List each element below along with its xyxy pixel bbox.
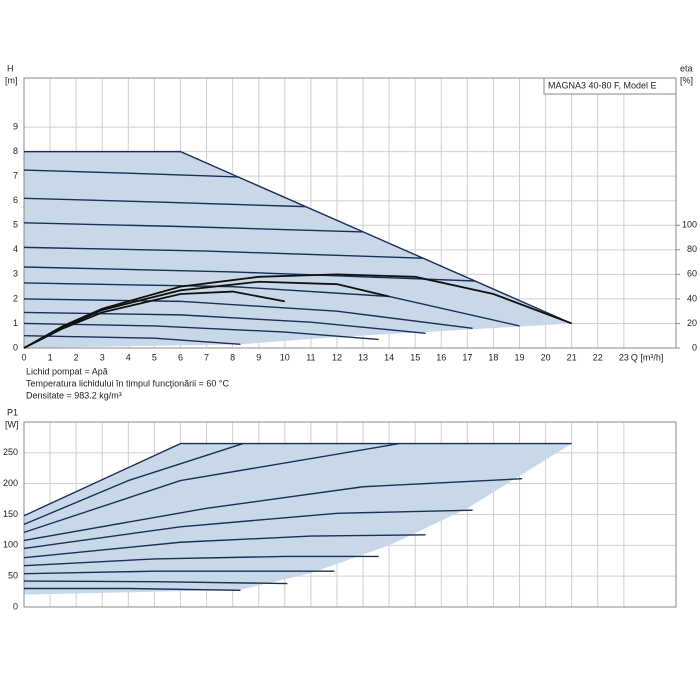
x-tick-label: 17	[462, 352, 472, 362]
curve	[23, 169, 238, 178]
x-tick-label: 22	[593, 352, 603, 362]
efficiency-curve	[23, 273, 572, 349]
x-tick-label: 12	[332, 352, 342, 362]
x-tick-label: 6	[178, 352, 183, 362]
curve	[24, 587, 241, 592]
y-axis-label: H	[7, 63, 14, 73]
plot-frame	[23, 77, 677, 349]
y-tick-label: 0	[13, 601, 18, 611]
x-tick-label: 15	[410, 352, 420, 362]
x-tick-label: 16	[436, 352, 446, 362]
model-label: MAGNA3 40-80 F, Model E	[548, 80, 657, 90]
curve	[23, 442, 572, 517]
x-tick-label: 14	[384, 352, 394, 362]
curve	[23, 282, 520, 327]
y-axis-label: P1	[7, 407, 18, 417]
x-tick-label: 3	[100, 352, 105, 362]
curve	[23, 478, 523, 542]
y-tick-label: 150	[3, 509, 18, 519]
y2-tick-label: 60	[687, 269, 697, 279]
x-tick-label: 21	[567, 352, 577, 362]
x-tick-label: 18	[488, 352, 498, 362]
y-tick-label: 250	[3, 447, 18, 457]
y-tick-label: 100	[3, 540, 18, 550]
x-tick-label: 7	[204, 352, 209, 362]
note: Densitate = 983.2 kg/m³	[26, 390, 122, 400]
y2-tick-label: 40	[687, 293, 697, 303]
y-tick-label: 1	[13, 318, 18, 328]
y-tick-label: 7	[13, 171, 18, 181]
curve	[23, 555, 379, 567]
y-axis-unit: [W]	[5, 419, 19, 429]
x-tick-label: 23	[619, 352, 629, 362]
x-tick-label: 1	[48, 352, 53, 362]
y-tick-label: 200	[3, 478, 18, 488]
note: Temperatura lichidului în timpul funcţio…	[26, 378, 229, 388]
y2-tick-label: 80	[687, 244, 697, 254]
y2-tick-label: 0	[692, 342, 697, 352]
y-tick-label: 4	[13, 244, 18, 254]
curve	[23, 322, 379, 341]
curve	[23, 222, 364, 233]
y-tick-label: 50	[8, 571, 18, 581]
x-tick-label: 8	[230, 352, 235, 362]
curve	[23, 311, 426, 334]
y-axis-unit: [m]	[5, 75, 18, 85]
y-tick-label: 0	[13, 342, 18, 352]
y-tick-label: 3	[13, 269, 18, 279]
curve	[23, 442, 244, 526]
y2-axis-unit: [%]	[680, 75, 693, 85]
efficiency-curve	[23, 280, 390, 349]
curve	[23, 197, 306, 208]
curve	[23, 509, 473, 550]
y2-axis-label: eta	[680, 63, 693, 73]
curve	[23, 534, 426, 559]
y2-tick-label: 100	[682, 220, 697, 230]
x-tick-label: 10	[280, 352, 290, 362]
x-tick-label: 11	[306, 352, 315, 362]
x-tick-label: 4	[126, 352, 131, 362]
x-tick-label: 5	[152, 352, 157, 362]
curve	[23, 246, 424, 259]
operating-area	[24, 443, 572, 595]
curve	[23, 442, 400, 534]
y-tick-label: 2	[13, 293, 18, 303]
x-tick-label: 0	[21, 352, 26, 362]
note: Lichid pompat = Apă	[26, 366, 108, 376]
y-tick-label: 8	[13, 146, 18, 156]
x-tick-label: 2	[74, 352, 79, 362]
curve	[24, 150, 572, 325]
y-tick-label: 6	[13, 195, 18, 205]
curve	[23, 570, 335, 575]
y-tick-label: 9	[13, 121, 18, 131]
x-tick-label: 9	[256, 352, 261, 362]
curve	[23, 580, 288, 585]
x-tick-label: 19	[515, 352, 525, 362]
model-box	[543, 77, 677, 95]
efficiency-curve	[23, 290, 285, 349]
x-axis-label: Q [m³/h]	[631, 352, 664, 362]
x-tick-label: 20	[541, 352, 551, 362]
y-tick-label: 5	[13, 220, 18, 230]
y2-tick-label: 20	[687, 318, 697, 328]
curve	[23, 266, 476, 282]
x-tick-label: 13	[358, 352, 368, 362]
curve	[23, 335, 241, 346]
plot-frame	[23, 421, 677, 608]
curve	[23, 298, 473, 330]
